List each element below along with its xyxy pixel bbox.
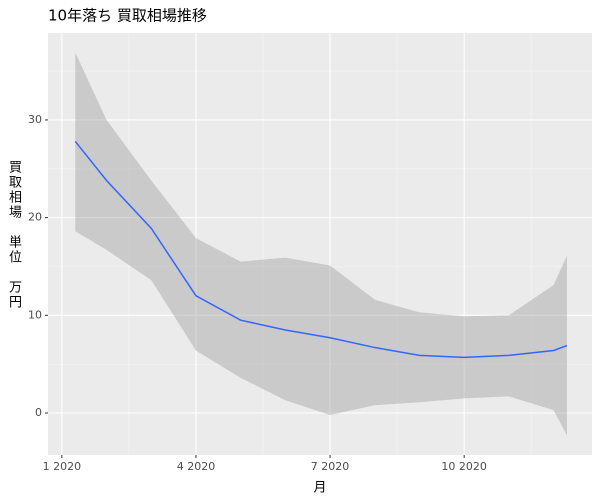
chart-title: 10年落ち 買取相場推移 [48,7,207,25]
y-tick-label: 20 [28,211,42,224]
y-tick-label: 10 [28,308,42,321]
y-tick-label: 0 [35,406,42,419]
x-axis-label: 月 [313,481,326,496]
confidence-band [75,52,567,436]
panel [48,33,592,455]
x-tick-label: 1 2020 [43,460,82,473]
x-tick-label: 7 2020 [311,460,350,473]
y-tick-label: 30 [28,113,42,126]
fit-line [74,140,568,359]
y-axis-label: 買取相場 単位 万円 [6,160,21,310]
x-tick-label: 10 2020 [441,460,487,473]
x-tick-label: 4 2020 [177,460,216,473]
